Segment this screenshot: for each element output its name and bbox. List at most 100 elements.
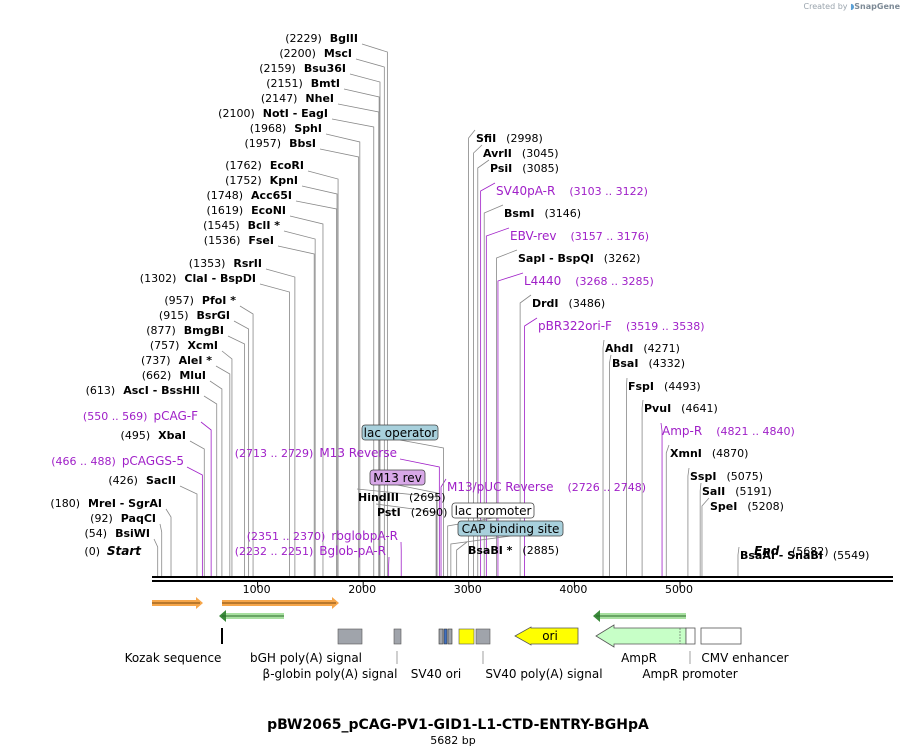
enzyme-bmgbi[interactable]: BmgBI [184, 324, 224, 337]
label-sv40-ori: SV40 ori [411, 667, 462, 681]
feature-cmv-enhancer[interactable] [700, 627, 742, 645]
primer-pcag-f[interactable]: pCAG-F [153, 409, 198, 423]
enzyme-kpni[interactable]: KpnI [270, 174, 298, 187]
leader-enzyme-sphi [325, 133, 361, 576]
snapgene-logo-icon: ◗ [850, 2, 855, 11]
enzyme-xbai-position: (495) [121, 429, 151, 442]
feature-ori[interactable]: ori [514, 626, 579, 646]
primer-l4440[interactable]: L4440 [524, 274, 561, 288]
leader-enzyme-bsaai [737, 546, 740, 576]
enzyme-bsai[interactable]: BsaI [612, 357, 638, 370]
feature-box-cap-binding-site[interactable] [457, 520, 564, 537]
feature-sv40-ori[interactable] [458, 628, 475, 645]
primer-sv40pa-r-range: (3103 .. 3122) [569, 185, 648, 198]
enzyme-noti[interactable]: NotI - EagI [263, 107, 328, 120]
leader-enzyme-econi [289, 215, 324, 576]
leader-enzyme-ecori [307, 170, 339, 576]
primer-amp-r[interactable]: Amp-R [662, 424, 702, 438]
enzyme-acc65i[interactable]: Acc65I [251, 189, 292, 202]
feature-box-lac-promoter[interactable] [451, 502, 535, 519]
credit-prefix: Created by [803, 2, 848, 11]
orf-arrow-forward-1[interactable] [152, 597, 203, 609]
enzyme-bcli[interactable]: BclI * [248, 219, 281, 232]
primer-m13-reverse[interactable]: M13 Reverse [319, 446, 397, 460]
primer-pbr322ori-f[interactable]: pBR322ori-F [538, 319, 612, 333]
enzyme-pvui[interactable]: PvuI [644, 402, 671, 415]
enzyme-rsrii[interactable]: RsrII [233, 257, 262, 270]
enzyme-alei[interactable]: AleI * [179, 354, 213, 367]
enzyme-ecori-position: (1762) [225, 159, 262, 172]
enzyme-sspi[interactable]: SspI [690, 470, 716, 483]
leader-enzyme-kpni [301, 185, 338, 576]
enzyme-clai[interactable]: ClaI - BspDI [184, 272, 256, 285]
enzyme-drdi[interactable]: DrdI [532, 297, 559, 310]
primer-sv40pa-r[interactable]: SV40pA-R [496, 184, 555, 198]
enzyme-ecori[interactable]: EcoRI [270, 159, 304, 172]
enzyme-bsmi[interactable]: BsmI [504, 207, 535, 220]
enzyme-spei[interactable]: SpeI [710, 500, 737, 513]
enzyme-bsiwi[interactable]: BsiWI [115, 527, 150, 540]
primer-ebv-rev[interactable]: EBV-rev [510, 229, 556, 243]
leader-enzyme-bmti [343, 88, 380, 576]
enzyme-bsabi[interactable]: BsaBI * [468, 544, 513, 557]
enzyme-bsu36i[interactable]: Bsu36I [304, 62, 346, 75]
feature-small-box-3[interactable] [447, 628, 453, 645]
enzyme-xbai[interactable]: XbaI [158, 429, 186, 442]
primer-bglob-pa-r[interactable]: Bglob-pA-R [319, 544, 386, 558]
enzyme-avrii[interactable]: AvrII [483, 147, 512, 160]
site-labels: BglII (2229)MscI (2200) Bsu36I (2159) BmtI (21… [50, 32, 869, 562]
feature-bgh-polya-signal[interactable] [337, 628, 363, 645]
enzyme-pfoi[interactable]: PfoI * [202, 294, 236, 307]
enzyme-bglii[interactable]: BglII [330, 32, 358, 45]
enzyme-sapi[interactable]: SapI - BspQI [518, 252, 594, 265]
feature-sv40-polya-signal[interactable] [475, 628, 491, 645]
enzyme-hindiii[interactable]: HindIII [358, 491, 399, 504]
orf-arrow-reverse-2[interactable] [593, 610, 686, 622]
enzyme-mrei[interactable]: MreI - SgrAI [88, 497, 162, 510]
enzyme-econi[interactable]: EcoNI [251, 204, 286, 217]
enzyme-asci[interactable]: AscI - BssHII [123, 384, 200, 397]
enzyme-spei-position: (5208) [747, 500, 784, 513]
enzyme-psii[interactable]: PsiI [490, 162, 512, 175]
enzyme-fsei[interactable]: FseI [248, 234, 274, 247]
enzyme-mlui[interactable]: MluI [179, 369, 206, 382]
feature-small-box-2[interactable] [443, 628, 448, 645]
orf-arrow-forward-2[interactable] [222, 597, 339, 609]
enzyme-sfii[interactable]: SfiI [476, 132, 496, 145]
enzyme-bsaai[interactable]: BsaAI - SnaBI [740, 549, 823, 562]
enzyme-sacii[interactable]: SacII [146, 474, 176, 487]
primer-m13-puc-reverse[interactable]: M13/pUC Reverse [447, 480, 554, 494]
feature-box-lac-operator[interactable] [361, 424, 439, 441]
enzyme-xmni[interactable]: XmnI [670, 447, 702, 460]
enzyme-fspi[interactable]: FspI [628, 380, 654, 393]
enzyme-bsrgi[interactable]: BsrGI [197, 309, 230, 322]
enzyme-ahdi[interactable]: AhdI [605, 342, 633, 355]
feature-b-globin-polya-signal[interactable] [393, 628, 402, 645]
feature-ampr[interactable] [595, 624, 696, 648]
enzyme-psti[interactable]: PstI [377, 506, 401, 519]
orf-arrow-reverse-1[interactable] [219, 610, 284, 622]
enzyme-fsei-position: (1536) [204, 234, 241, 247]
enzyme-sfii-position: (2998) [506, 132, 543, 145]
leader-primer-l4440 [497, 272, 524, 576]
enzyme-bmti[interactable]: BmtI [311, 77, 340, 90]
leader-enzyme-bsabi [456, 541, 468, 576]
primer-rbglobpa-r[interactable]: rbglobpA-R [331, 529, 398, 543]
enzyme-msci[interactable]: MscI [324, 47, 352, 60]
primer-pcaggs-5[interactable]: pCAGGS-5 [122, 454, 184, 468]
enzyme-bbsi[interactable]: BbsI [289, 137, 316, 150]
feature-box-m13-rev[interactable] [369, 469, 426, 486]
enzyme-sphi[interactable]: SphI [294, 122, 322, 135]
leader-enzyme-alei [215, 365, 231, 576]
leader-enzyme-pfoi [239, 305, 254, 576]
ori-label: ori [542, 629, 558, 643]
feature-small-box-1[interactable] [438, 628, 444, 645]
enzyme-sali[interactable]: SalI [702, 485, 725, 498]
enzyme-paqci[interactable]: PaqCI [121, 512, 156, 525]
enzyme-xcmi[interactable]: XcmI [187, 339, 218, 352]
leader-lines [153, 43, 740, 576]
enzyme-kpni-position: (1752) [225, 174, 262, 187]
end-label: End [754, 544, 780, 558]
leader-enzyme-avrii [473, 144, 483, 576]
enzyme-nhei[interactable]: NheI [305, 92, 334, 105]
